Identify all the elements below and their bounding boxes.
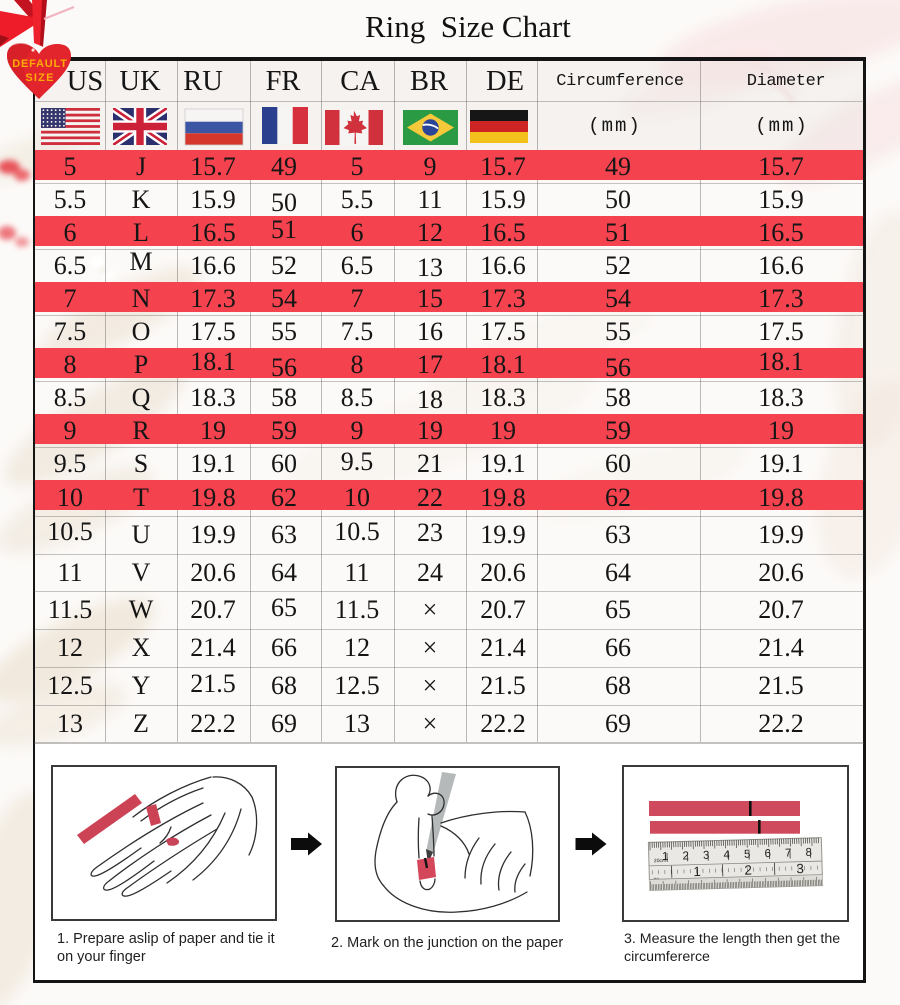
svg-text:DEFAULT: DEFAULT <box>12 58 68 70</box>
svg-text:1: 1 <box>662 851 669 863</box>
svg-text:2: 2 <box>744 863 752 878</box>
svg-text:SIZE: SIZE <box>25 72 54 84</box>
svg-text:6: 6 <box>764 848 771 860</box>
svg-text:8: 8 <box>805 847 812 859</box>
svg-text:7: 7 <box>785 847 792 859</box>
svg-text:20cm: 20cm <box>654 858 666 864</box>
svg-text:1: 1 <box>693 864 701 879</box>
svg-text:2: 2 <box>682 850 689 862</box>
svg-text:5: 5 <box>744 849 751 861</box>
svg-text:3: 3 <box>703 850 710 862</box>
svg-text:3: 3 <box>796 861 804 876</box>
svg-text:4: 4 <box>723 849 730 861</box>
